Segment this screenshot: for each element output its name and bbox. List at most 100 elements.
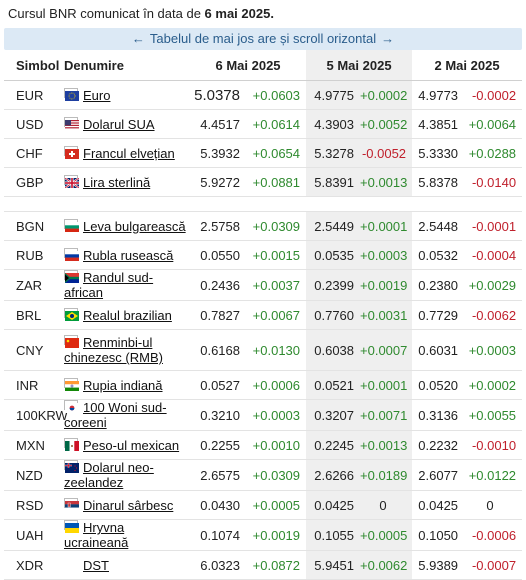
currency-name[interactable]: Dinarul sârbesc xyxy=(60,490,190,520)
currency-symbol: EUR xyxy=(4,80,60,110)
currency-name[interactable]: Peso-ul mexican xyxy=(60,430,190,460)
horizontal-scroll-note[interactable]: ← Tabelul de mai jos are și scroll orizon… xyxy=(4,28,522,50)
change-day-1: +0.0005 xyxy=(246,490,307,520)
in-flag-icon xyxy=(64,377,79,391)
currency-name[interactable]: Hryvna ucraineană xyxy=(60,519,190,551)
currency-row-cny: CNY Renminbi-ul chinezesc (RMB) 0.6168 +0.0… xyxy=(4,329,523,371)
change-day-2: +0.0007 xyxy=(360,329,413,371)
col-symbol: Simbol xyxy=(4,50,60,81)
rate-day-2: 2.5449 xyxy=(306,211,361,241)
rs-flag-icon xyxy=(64,497,79,511)
currency-name-link[interactable]: Francul elvețian xyxy=(83,145,175,161)
currency-name[interactable]: Euro xyxy=(60,80,190,110)
currency-name[interactable]: 100 Woni sud-coreeni xyxy=(60,399,190,431)
rate-day-1: 0.7827 xyxy=(190,300,246,330)
rate-day-1: 5.3932 xyxy=(190,138,246,168)
currency-name-link[interactable]: Lira sterlină xyxy=(83,174,151,190)
change-day-1: +0.0015 xyxy=(246,240,307,270)
change-day-1: +0.0872 xyxy=(246,550,307,580)
rate-day-1: 5.9272 xyxy=(190,167,246,197)
currency-symbol: MXN xyxy=(4,430,60,460)
change-day-2: +0.0003 xyxy=(360,240,413,270)
no-flag-icon xyxy=(64,561,78,571)
currency-name-link[interactable]: Dolarul neo-zeelandez xyxy=(64,460,154,490)
rate-day-2: 0.0425 xyxy=(306,490,361,520)
change-day-3: -0.0001 xyxy=(464,211,523,241)
currency-row-usd: USD Dolarul SUA 4.4517 +0.0614 4.3903 +0.0052… xyxy=(4,109,523,139)
change-day-2: -0.0052 xyxy=(360,138,413,168)
currency-name-link[interactable]: Hryvna ucraineană xyxy=(64,520,129,550)
currency-row-100krw: 100KRW 100 Woni sud-coreeni 0.3210 +0.0003 0… xyxy=(4,399,523,431)
currency-name[interactable]: Renminbi-ul chinezesc (RMB) xyxy=(60,329,190,371)
currency-row-inr: INR Rupia indiană 0.0527 +0.0006 0.0521 +0.00… xyxy=(4,370,523,400)
currency-name-link[interactable]: Rupia indiană xyxy=(83,377,163,393)
nz-flag-icon xyxy=(64,460,79,473)
change-day-2: +0.0019 xyxy=(360,269,413,301)
currency-name-link[interactable]: Randul sud-african xyxy=(64,270,154,300)
currency-name[interactable]: Francul elvețian xyxy=(60,138,190,168)
currency-name[interactable]: Randul sud-african xyxy=(60,269,190,301)
scroll-note-text: Tabelul de mai jos are și scroll orizont… xyxy=(149,31,377,46)
rate-day-2: 0.0535 xyxy=(306,240,361,270)
currency-symbol: USD xyxy=(4,109,60,139)
currency-name-link[interactable]: Peso-ul mexican xyxy=(83,437,180,453)
rate-day-2: 2.6266 xyxy=(306,459,361,491)
currency-name[interactable]: DST xyxy=(60,550,190,580)
change-day-3: -0.0007 xyxy=(464,550,523,580)
currency-row-xdr: XDR DST 6.0323 +0.0872 5.9451 +0.0062 5.9389 -0… xyxy=(4,550,523,580)
currency-name[interactable]: Realul brazilian xyxy=(60,300,190,330)
rate-day-2: 5.9451 xyxy=(306,550,361,580)
currency-name-link[interactable]: 100 Woni sud-coreeni xyxy=(64,400,167,430)
currency-symbol: BGN xyxy=(4,211,60,241)
kr-flag-icon xyxy=(64,400,79,413)
table-body: EUR Euro 5.0378 +0.0603 4.9775 +0.0002 4.9773-… xyxy=(4,80,523,580)
change-day-3: +0.0055 xyxy=(464,399,523,431)
change-day-1: +0.0010 xyxy=(246,430,307,460)
rate-day-1: 0.2255 xyxy=(190,430,246,460)
rate-day-2: 0.1055 xyxy=(306,519,361,551)
currency-name-link[interactable]: Dinarul sârbesc xyxy=(83,497,174,513)
rate-day-3: 2.6077 xyxy=(412,459,465,491)
rate-day-2: 0.2399 xyxy=(306,269,361,301)
change-day-1: +0.0654 xyxy=(246,138,307,168)
rate-day-3: 0.1050 xyxy=(412,519,465,551)
currency-name-link[interactable]: Euro xyxy=(83,87,111,103)
col-date-3: 2 Mai 2025 xyxy=(412,50,523,81)
currency-row-rub: RUB Rubla rusească 0.0550 +0.0015 0.0535 +0.0… xyxy=(4,240,523,270)
change-day-1: +0.0067 xyxy=(246,300,307,330)
currency-name-link[interactable]: Renminbi-ul chinezesc (RMB) xyxy=(64,335,163,365)
currency-name-link[interactable]: Rubla rusească xyxy=(83,247,174,263)
currency-row-rsd: RSD Dinarul sârbesc 0.0430 +0.0005 0.0425 0 0.… xyxy=(4,490,523,520)
rate-day-2: 5.3278 xyxy=(306,138,361,168)
currency-name[interactable]: Lira sterlină xyxy=(60,167,190,197)
currency-name[interactable]: Dolarul SUA xyxy=(60,109,190,139)
currency-name-link[interactable]: DST xyxy=(83,557,109,573)
br-flag-icon xyxy=(64,307,79,321)
change-day-1: +0.0614 xyxy=(246,109,307,139)
currency-name[interactable]: Rupia indiană xyxy=(60,370,190,400)
change-day-3: +0.0288 xyxy=(464,138,523,168)
currency-symbol: GBP xyxy=(4,167,60,197)
rate-day-3: 0.0425 xyxy=(412,490,465,520)
currency-name[interactable]: Rubla rusească xyxy=(60,240,190,270)
rate-day-1: 0.6168 xyxy=(190,329,246,371)
ua-flag-icon xyxy=(64,520,79,533)
currency-row-zar: ZAR Randul sud-african 0.2436 +0.0037 0.2399… xyxy=(4,269,523,301)
change-day-2: +0.0001 xyxy=(360,370,413,400)
currency-row-gbp: GBP Lira sterlină 5.9272 +0.0881 5.8391 +0.00… xyxy=(4,167,523,197)
currency-name-link[interactable]: Realul brazilian xyxy=(83,307,172,323)
currency-name[interactable]: Leva bulgarească xyxy=(60,211,190,241)
currency-symbol: BRL xyxy=(4,300,60,330)
change-day-3: -0.0062 xyxy=(464,300,523,330)
gb-flag-icon xyxy=(64,174,80,189)
arrow-left-icon: ← xyxy=(131,31,145,46)
rate-day-3: 5.3330 xyxy=(412,138,465,168)
rate-day-3: 0.6031 xyxy=(412,329,465,371)
currency-name[interactable]: Dolarul neo-zeelandez xyxy=(60,459,190,491)
currency-name-link[interactable]: Dolarul SUA xyxy=(83,116,155,132)
caption-prefix: Cursul BNR comunicat în data de xyxy=(8,6,205,21)
currency-name-link[interactable]: Leva bulgarească xyxy=(83,218,186,234)
ru-flag-icon xyxy=(64,247,79,261)
rate-day-1: 0.3210 xyxy=(190,399,246,431)
caption-date: 6 mai 2025. xyxy=(204,6,274,21)
